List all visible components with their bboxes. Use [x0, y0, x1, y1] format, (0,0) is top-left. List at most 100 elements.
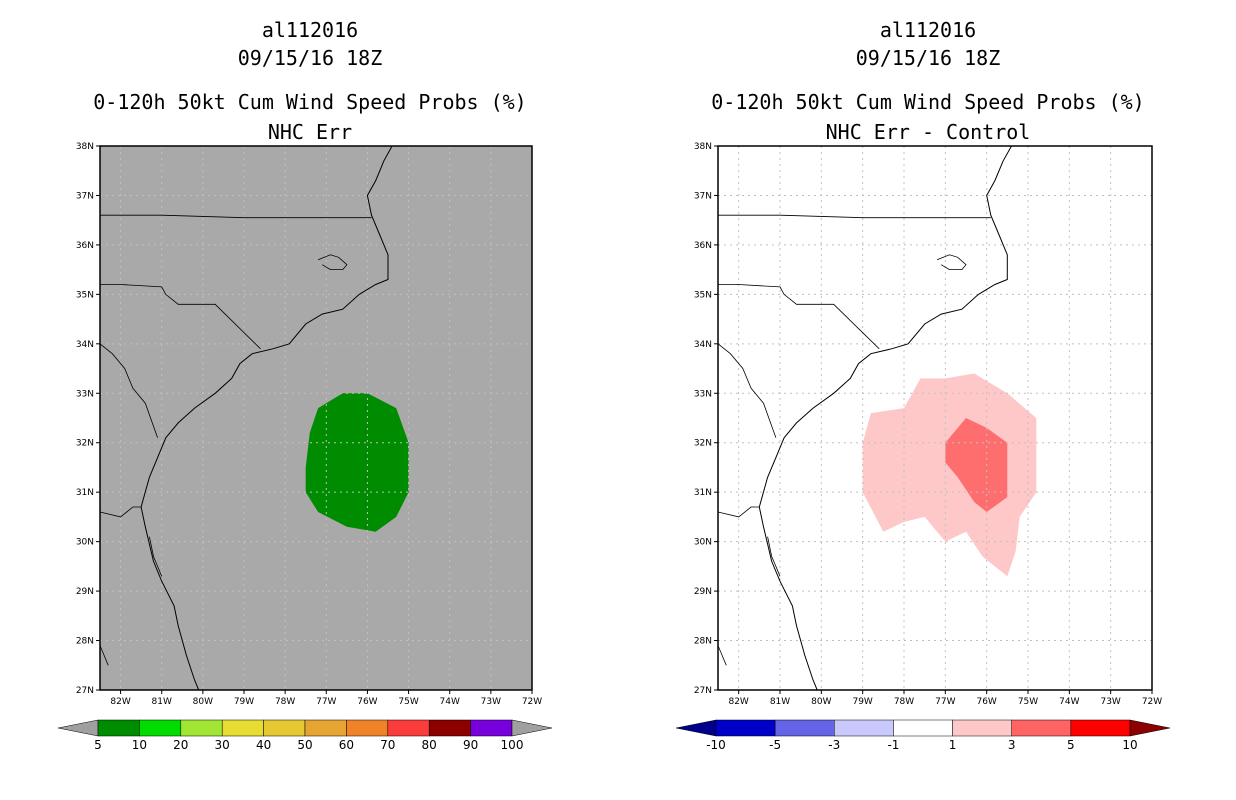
colorbar-label: 10 — [132, 738, 147, 752]
colorbar-box — [263, 719, 306, 737]
lon-tick-label: 72W — [1142, 697, 1162, 707]
lat-tick-label: 37N — [76, 191, 94, 201]
graticule-left — [100, 146, 532, 690]
lat-tick-label: 32N — [76, 439, 94, 449]
coastline — [140, 145, 393, 691]
inland-water — [767, 536, 781, 577]
inland-water — [149, 536, 163, 577]
colorbar-label: 3 — [1008, 738, 1016, 752]
colorbar-label: 20 — [173, 738, 188, 752]
probability-area-5-10 — [305, 393, 409, 532]
lat-tick-label: 30N — [694, 538, 712, 548]
lon-tick-label: 80W — [811, 697, 831, 707]
lat-tick-label: 30N — [76, 538, 94, 548]
colorbar-label: -1 — [887, 738, 899, 752]
state-border — [99, 506, 142, 518]
lat-tick-label: 27N — [76, 686, 94, 696]
colorbar-box — [774, 719, 835, 737]
lon-tick-label: 79W — [852, 697, 872, 707]
inland-water — [936, 254, 967, 271]
colorbar-label: 60 — [339, 738, 354, 752]
lat-tick-label: 28N — [76, 637, 94, 647]
colorbar-label: -10 — [706, 738, 726, 752]
left-datetime: 09/15/16 18Z — [237, 46, 383, 70]
left-subtitle: NHC Err — [267, 120, 353, 144]
right-subtitle: NHC Err - Control — [825, 120, 1031, 144]
lon-tick-label: 82W — [728, 697, 748, 707]
colorbar-label: 10 — [1122, 738, 1137, 752]
lon-tick-label: 81W — [152, 697, 172, 707]
colorbar-extend-low-right — [675, 719, 717, 737]
lat-tick-label: 38N — [76, 142, 94, 152]
lat-tick-label: 31N — [694, 488, 712, 498]
left-product-title: 0-120h 50kt Cum Wind Speed Probs (%) — [93, 90, 527, 114]
lon-tick-label: 76W — [976, 697, 996, 707]
lat-tick-label: 33N — [694, 389, 712, 399]
colorbar-extend-high-right — [1129, 719, 1171, 737]
colorbar-box — [834, 719, 894, 737]
lon-tick-label: 75W — [398, 697, 418, 707]
lon-tick-label: 72W — [522, 697, 542, 707]
probability-area-3-5 — [945, 418, 1008, 512]
lat-tick-label: 31N — [76, 488, 94, 498]
lat-tick-label: 29N — [76, 587, 94, 597]
lat-tick-label: 35N — [694, 290, 712, 300]
lon-tick-label: 77W — [935, 697, 955, 707]
right-storm-id: al112016 — [879, 18, 977, 42]
colorbar-box — [180, 719, 223, 737]
lon-tick-label: 73W — [1100, 697, 1120, 707]
lon-tick-label: 79W — [234, 697, 254, 707]
lon-tick-label: 74W — [440, 697, 460, 707]
lon-tick-label: 78W — [275, 697, 295, 707]
probability-area-1-3 — [862, 373, 1037, 577]
graticule-right — [718, 146, 1152, 690]
colorbar-label: 80 — [422, 738, 437, 752]
colorbar-extend-low-left — [57, 719, 99, 737]
lat-tick-label: 38N — [694, 142, 712, 152]
lat-tick-label: 33N — [76, 389, 94, 399]
colorbar-label: 5 — [1067, 738, 1075, 752]
inland-water — [717, 645, 727, 666]
colorbar-box — [715, 719, 776, 737]
state-border — [100, 214, 372, 219]
lon-tick-label: 75W — [1018, 697, 1038, 707]
lat-tick-label: 34N — [76, 340, 94, 350]
lon-tick-label: 76W — [357, 697, 377, 707]
colorbar-box — [221, 719, 264, 737]
lon-tick-label: 74W — [1059, 697, 1079, 707]
map-frame-left — [99, 145, 533, 691]
right-datetime: 09/15/16 18Z — [855, 46, 1001, 70]
lat-tick-label: 32N — [694, 439, 712, 449]
colorbar-box — [387, 719, 430, 737]
lon-tick-label: 82W — [110, 697, 130, 707]
lon-tick-label: 78W — [894, 697, 914, 707]
lat-tick-label: 28N — [694, 637, 712, 647]
colorbar-label: 90 — [463, 738, 478, 752]
colorbar-box — [346, 719, 389, 737]
colorbar-label: 1 — [949, 738, 957, 752]
left-storm-id: al112016 — [261, 18, 359, 42]
lat-tick-label: 35N — [76, 290, 94, 300]
colorbar-label: 30 — [215, 738, 230, 752]
colorbar-box — [428, 719, 471, 737]
lon-tick-label: 77W — [316, 697, 336, 707]
coastline — [758, 145, 1012, 691]
colorbar-extend-high-left — [511, 719, 553, 737]
inland-water — [317, 254, 348, 271]
colorbar-label: 70 — [380, 738, 395, 752]
state-border — [99, 343, 158, 438]
colorbar-label: 5 — [94, 738, 102, 752]
map-frame-right — [717, 145, 1153, 691]
colorbar-box — [952, 719, 1012, 737]
inland-water — [99, 645, 109, 666]
lat-tick-label: 27N — [694, 686, 712, 696]
state-border — [718, 214, 991, 219]
lat-tick-label: 34N — [694, 340, 712, 350]
colorbar-label: 40 — [256, 738, 271, 752]
lat-tick-label: 37N — [694, 191, 712, 201]
lon-tick-label: 81W — [770, 697, 790, 707]
colorbar-box — [97, 719, 140, 737]
lat-tick-label: 36N — [76, 241, 94, 251]
lat-tick-label: 29N — [694, 587, 712, 597]
